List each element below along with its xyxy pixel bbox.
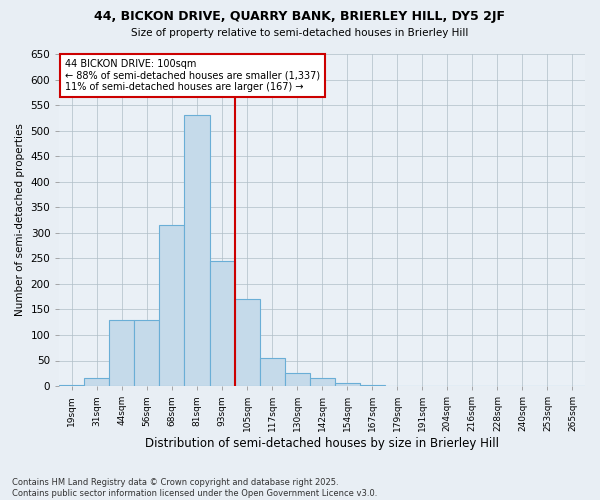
Bar <box>85 378 109 386</box>
Bar <box>209 261 235 386</box>
Bar <box>260 358 284 386</box>
Bar <box>59 385 85 386</box>
Bar <box>184 116 209 386</box>
Bar <box>335 384 360 386</box>
Bar <box>360 385 385 386</box>
Text: Contains HM Land Registry data © Crown copyright and database right 2025.
Contai: Contains HM Land Registry data © Crown c… <box>12 478 377 498</box>
Bar <box>284 374 310 386</box>
Text: 44 BICKON DRIVE: 100sqm
← 88% of semi-detached houses are smaller (1,337)
11% of: 44 BICKON DRIVE: 100sqm ← 88% of semi-de… <box>65 59 320 92</box>
Bar <box>134 320 160 386</box>
X-axis label: Distribution of semi-detached houses by size in Brierley Hill: Distribution of semi-detached houses by … <box>145 437 499 450</box>
Text: Size of property relative to semi-detached houses in Brierley Hill: Size of property relative to semi-detach… <box>131 28 469 38</box>
Bar <box>160 225 184 386</box>
Bar <box>235 299 260 386</box>
Bar <box>310 378 335 386</box>
Bar <box>109 320 134 386</box>
Text: 44, BICKON DRIVE, QUARRY BANK, BRIERLEY HILL, DY5 2JF: 44, BICKON DRIVE, QUARRY BANK, BRIERLEY … <box>95 10 505 23</box>
Y-axis label: Number of semi-detached properties: Number of semi-detached properties <box>15 124 25 316</box>
